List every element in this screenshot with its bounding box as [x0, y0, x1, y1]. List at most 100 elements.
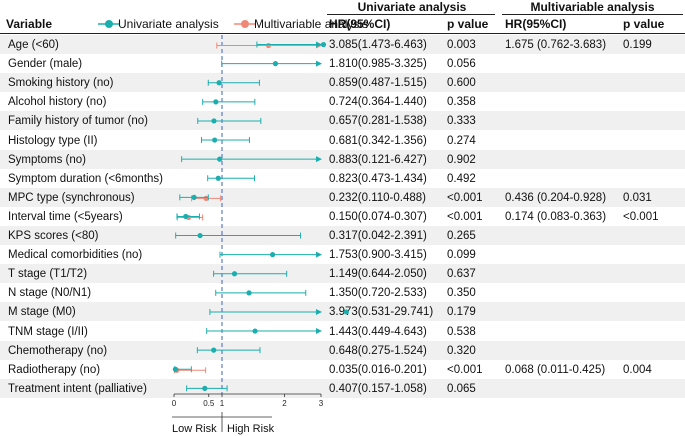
p-univariate-value: 0.637 — [447, 268, 476, 281]
univariate-ci-arrow — [316, 60, 322, 67]
p-univariate-value: 0.056 — [447, 58, 476, 71]
variable-label: MPC type (synchronous) — [8, 191, 135, 204]
hr-univariate-value: 1.350(0.720-2.533) — [329, 287, 427, 300]
hr-univariate-value: 0.823(0.473-1.434) — [329, 172, 427, 185]
p-univariate-value: 0.538 — [447, 325, 476, 338]
variable-label: Symptoms (no) — [8, 153, 86, 166]
univariate-ci-arrow — [316, 251, 322, 258]
p-univariate-value: 0.065 — [447, 382, 476, 395]
variable-label: KPS scores (<80) — [8, 230, 99, 242]
hr-univariate-value: 0.407(0.157-1.058) — [329, 382, 427, 395]
univariate-point — [269, 252, 276, 258]
univariate-point — [172, 366, 178, 372]
row-shade — [0, 378, 685, 398]
variable-label: Age (<60) — [8, 39, 59, 51]
variable-label: Chemotherapy (no) — [8, 344, 108, 357]
p-univariate-value: 0.492 — [447, 172, 476, 185]
hr-univariate-value: 0.317(0.042-2.391) — [329, 230, 427, 242]
variable-label: Radiotherapy (no) — [8, 363, 101, 376]
variable-label: N stage (N0/N1) — [8, 287, 92, 300]
variable-label: T stage (T1/T2) — [8, 268, 88, 281]
p-univariate-value: <0.001 — [447, 210, 483, 223]
variable-label: Interval time (<5years) — [8, 210, 123, 223]
hr-multivariable-header: HR(95%CI) — [505, 17, 567, 31]
univariate-point — [212, 137, 218, 143]
x-tick-label: 2 — [282, 399, 287, 408]
multivariable-point — [174, 367, 180, 373]
p-univariate-value: 0.600 — [447, 77, 476, 90]
high-risk-label: High Risk — [227, 423, 275, 435]
row-shade — [0, 302, 685, 322]
univariate-point — [252, 328, 258, 334]
row-shade — [0, 264, 685, 284]
hr-univariate-value: 0.648(0.275-1.524) — [329, 344, 427, 357]
hr-univariate-value: 0.883(0.121-6.427) — [329, 153, 427, 166]
row-shade — [0, 149, 685, 169]
hr-univariate-value: 3.973(0.531-29.741) — [329, 306, 434, 319]
hr-univariate-value: 0.681(0.342-1.356) — [329, 134, 427, 147]
hr-univariate-value: 0.150(0.074-0.307) — [329, 210, 427, 223]
hr-univariate-header: HR(95%CI) — [329, 17, 391, 31]
p-multivariable-value: 0.004 — [623, 363, 652, 376]
p-multivariable-header: p value — [623, 17, 665, 31]
hr-univariate-value: 1.149(0.644-2.050) — [329, 268, 427, 281]
variable-label: M stage (M0) — [8, 306, 76, 319]
variable-label: Smoking history (no) — [8, 77, 114, 90]
variable-label: TNM stage (I/II) — [8, 325, 88, 338]
univariate-point — [215, 175, 221, 181]
p-multivariable-value: <0.001 — [623, 210, 659, 223]
hr-univariate-value: 0.859(0.487-1.515) — [329, 77, 427, 90]
row-shade — [0, 111, 685, 131]
variable-label: Gender (male) — [8, 58, 83, 71]
variable-label: Histology type (II) — [8, 134, 98, 147]
p-univariate-value: 0.902 — [447, 153, 476, 166]
row-shade — [0, 35, 685, 54]
variable-label: Family history of tumor (no) — [8, 115, 148, 128]
hr-univariate-value: 0.657(0.281-1.538) — [329, 115, 427, 128]
multivariable-point — [185, 214, 192, 221]
variable-label: Symptom duration (<6months) — [8, 172, 163, 185]
hr-univariate-value: 1.810(0.985-3.325) — [329, 58, 427, 71]
x-tick-label: 0.5 — [203, 399, 215, 408]
univariate-group-header: Univariate analysis — [357, 0, 467, 14]
multivariable-group-header: Multivariable analysis — [530, 0, 655, 14]
legend-multivariable-marker — [234, 20, 256, 28]
hr-univariate-value: 0.035(0.016-0.201) — [329, 363, 427, 376]
p-multivariable-value: 0.199 — [623, 39, 652, 51]
variable-header: Variable — [6, 17, 53, 31]
hr-multivariable-value: 0.068 (0.011-0.425) — [505, 363, 606, 376]
p-univariate-header: p value — [447, 17, 489, 31]
p-univariate-value: 0.099 — [447, 249, 476, 262]
row-shade — [0, 226, 685, 245]
row-shade — [0, 187, 685, 207]
p-univariate-value: 0.333 — [447, 115, 476, 128]
p-univariate-value: <0.001 — [447, 363, 483, 376]
univariate-ci-arrow — [316, 328, 322, 335]
univariate-group-rule — [327, 14, 495, 15]
univariate-point — [246, 290, 252, 296]
p-univariate-value: 0.003 — [447, 39, 476, 51]
legend-multivariable-label: Multivariable analysis — [254, 17, 369, 31]
multivariable-group-rule — [502, 14, 683, 15]
low-risk-label: Low Risk — [172, 423, 217, 435]
variable-label: Treatment intent (palliative) — [8, 382, 147, 395]
hr-multivariable-value: 0.174 (0.083-0.363) — [505, 210, 607, 223]
p-univariate-value: 0.179 — [447, 306, 476, 319]
x-tick-label: 0 — [172, 399, 177, 408]
header-rule — [0, 33, 685, 34]
p-univariate-value: 0.358 — [447, 96, 476, 109]
hr-multivariable-value: 1.675 (0.762-3.683) — [505, 39, 607, 51]
hr-univariate-value: 1.443(0.449-4.643) — [329, 325, 427, 338]
variable-label: Medical comorbidities (no) — [8, 249, 143, 262]
univariate-point — [183, 213, 189, 220]
p-univariate-value: 0.265 — [447, 230, 476, 242]
p-univariate-value: 0.274 — [447, 134, 476, 147]
p-univariate-value: <0.001 — [447, 191, 483, 204]
x-tick-label: 3 — [319, 399, 324, 408]
univariate-point — [272, 61, 279, 67]
p-multivariable-value: 0.031 — [623, 191, 652, 204]
legend-univariate-label: Univariate analysis — [118, 17, 219, 31]
p-univariate-value: 0.320 — [447, 344, 476, 357]
univariate-point — [213, 99, 219, 105]
row-shade — [0, 73, 685, 93]
